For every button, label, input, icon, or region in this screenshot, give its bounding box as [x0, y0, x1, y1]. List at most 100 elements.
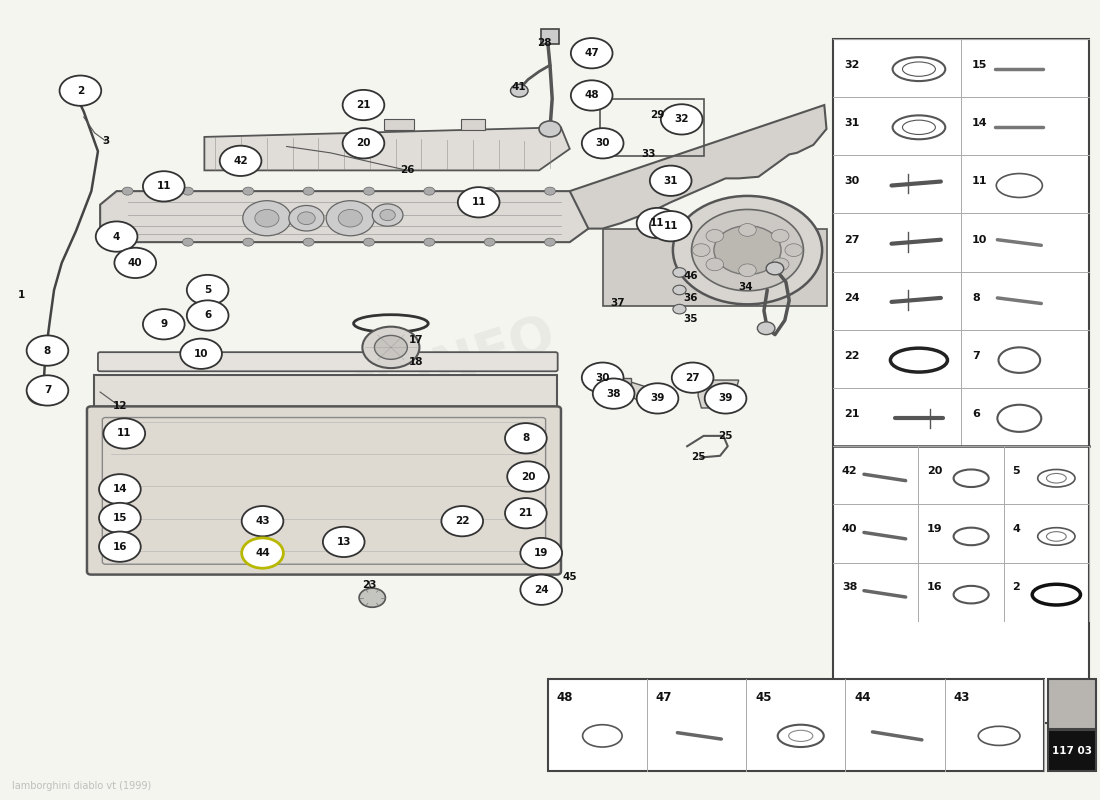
Text: 39: 39	[718, 394, 733, 403]
Text: 21: 21	[844, 410, 859, 419]
Circle shape	[289, 206, 324, 231]
FancyBboxPatch shape	[602, 378, 631, 398]
Circle shape	[650, 211, 692, 242]
Circle shape	[637, 383, 679, 414]
Circle shape	[338, 210, 362, 227]
Polygon shape	[603, 229, 826, 306]
Polygon shape	[625, 380, 658, 404]
Circle shape	[785, 244, 803, 257]
Circle shape	[304, 187, 315, 195]
Text: 25: 25	[718, 431, 733, 441]
Text: 11: 11	[663, 222, 678, 231]
Circle shape	[484, 238, 495, 246]
Text: 29: 29	[650, 110, 664, 119]
Text: 28: 28	[537, 38, 552, 48]
Ellipse shape	[789, 730, 813, 742]
Circle shape	[767, 262, 783, 275]
Text: 10: 10	[194, 349, 208, 358]
Circle shape	[379, 210, 395, 221]
Text: 27: 27	[685, 373, 700, 382]
Text: 23: 23	[362, 580, 376, 590]
Polygon shape	[698, 380, 739, 408]
Circle shape	[706, 258, 724, 270]
Circle shape	[180, 338, 222, 369]
Text: 25: 25	[691, 452, 705, 462]
Circle shape	[242, 538, 284, 568]
Text: 41: 41	[512, 82, 527, 93]
Circle shape	[672, 362, 714, 393]
Circle shape	[771, 258, 789, 270]
Circle shape	[96, 222, 138, 252]
Text: 4: 4	[1012, 524, 1020, 534]
Circle shape	[122, 238, 133, 246]
Circle shape	[484, 187, 495, 195]
Circle shape	[243, 201, 292, 236]
Text: 36: 36	[683, 293, 697, 303]
Text: 11: 11	[972, 177, 988, 186]
Circle shape	[424, 238, 434, 246]
Circle shape	[243, 238, 254, 246]
Circle shape	[650, 166, 692, 196]
Text: 42: 42	[842, 466, 858, 476]
Circle shape	[520, 574, 562, 605]
Circle shape	[26, 375, 68, 406]
Circle shape	[114, 248, 156, 278]
Circle shape	[505, 498, 547, 528]
Text: 8: 8	[522, 434, 529, 443]
Text: 37: 37	[610, 298, 625, 308]
Text: 40: 40	[842, 524, 857, 534]
Circle shape	[571, 38, 613, 68]
Polygon shape	[205, 127, 570, 170]
Circle shape	[771, 230, 789, 242]
Circle shape	[243, 187, 254, 195]
Circle shape	[28, 382, 58, 405]
Text: 117 03: 117 03	[1053, 746, 1092, 755]
Circle shape	[183, 238, 194, 246]
Circle shape	[103, 418, 145, 449]
Text: 20: 20	[927, 466, 943, 476]
Text: 24: 24	[534, 585, 549, 594]
Circle shape	[143, 309, 185, 339]
Text: 46: 46	[683, 271, 697, 282]
Circle shape	[359, 588, 385, 607]
Text: 1: 1	[18, 290, 25, 300]
Polygon shape	[100, 191, 594, 242]
Text: 39: 39	[650, 394, 664, 403]
Text: 21: 21	[356, 100, 371, 110]
Circle shape	[739, 223, 757, 236]
Text: 30: 30	[595, 373, 609, 382]
Text: parts info for
parts info for: parts info for parts info for	[321, 389, 472, 474]
Text: 15: 15	[112, 513, 128, 523]
Circle shape	[673, 304, 686, 314]
Text: lamborghini diablo vt (1999): lamborghini diablo vt (1999)	[12, 781, 152, 790]
Circle shape	[363, 187, 374, 195]
Text: 3: 3	[102, 136, 109, 146]
Text: 20: 20	[356, 138, 371, 148]
Circle shape	[323, 526, 364, 557]
Text: 11: 11	[472, 198, 486, 207]
Text: 42: 42	[233, 156, 248, 166]
Text: 20: 20	[520, 471, 536, 482]
Circle shape	[507, 462, 549, 492]
Circle shape	[187, 275, 229, 305]
Text: PARTSINFO: PARTSINFO	[231, 308, 562, 460]
FancyBboxPatch shape	[541, 30, 559, 44]
Circle shape	[242, 506, 284, 536]
Text: 16: 16	[927, 582, 943, 592]
Text: 18: 18	[409, 357, 424, 366]
Circle shape	[99, 503, 141, 533]
Ellipse shape	[902, 120, 935, 134]
Circle shape	[505, 423, 547, 454]
Text: 43: 43	[954, 691, 970, 704]
Text: 44: 44	[854, 691, 871, 704]
Text: 7: 7	[44, 386, 52, 395]
Text: 44: 44	[255, 548, 270, 558]
Text: 4: 4	[113, 231, 120, 242]
Text: 14: 14	[972, 118, 988, 128]
Text: 15: 15	[972, 60, 988, 70]
FancyBboxPatch shape	[94, 375, 557, 407]
Ellipse shape	[1046, 532, 1066, 542]
Text: 19: 19	[927, 524, 943, 534]
Text: 22: 22	[844, 351, 859, 361]
Circle shape	[692, 210, 803, 290]
